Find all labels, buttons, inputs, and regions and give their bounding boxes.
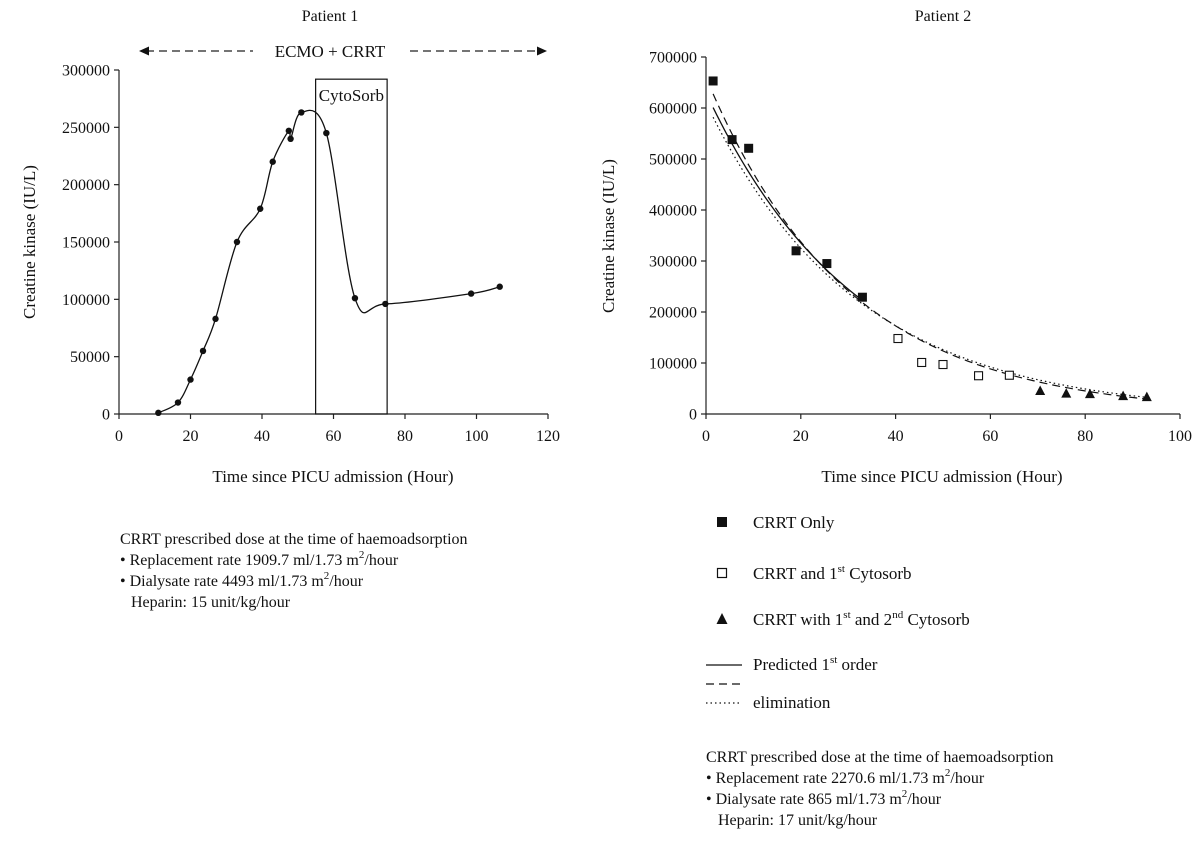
- chart1-y-label: Creatine kinase (IU/L): [20, 165, 39, 319]
- chart-patient-2: Patient 2 0 100000 200000 300000 400000 50000…: [599, 8, 1192, 829]
- chart1-notes: CRRT prescribed dose at the time of haem…: [120, 531, 468, 611]
- chart2-point-crrt-1st-cytosorb: [893, 333, 903, 344]
- chart1-span-label: ECMO + CRRT: [275, 42, 386, 61]
- chart1-data-point: [269, 158, 276, 165]
- chart2-fit-dashed-line: [712, 93, 1147, 400]
- chart2-fit-solid-line: [712, 107, 863, 301]
- chart1-x-tick-label: 40: [254, 428, 270, 445]
- chart1-data-point: [155, 409, 162, 417]
- chart2-point-crrt-1st-cytosorb: [1004, 370, 1014, 380]
- chart1-data-point: [187, 376, 194, 383]
- chart2-point-crrt-only: [822, 259, 832, 269]
- chart2-y-tick-label: 200000: [649, 305, 697, 322]
- chart2-notes: CRRT prescribed dose at the time of haem…: [706, 749, 1054, 829]
- chart1-data-point: [285, 127, 293, 134]
- chart1-data-point: [496, 283, 503, 290]
- chart1-axes: [118, 70, 548, 415]
- chart2-x-label: Time since PICU admission (Hour): [821, 467, 1062, 486]
- chart1-note-line3: Heparin: 15 unit/kg/hour: [131, 594, 291, 611]
- chart1-data-point: [212, 315, 219, 323]
- chart2-point-crrt-1st-2nd-cytosorb: [1141, 391, 1152, 402]
- chart2-x-tick-label: 100: [1168, 428, 1192, 445]
- chart2-y-tick-label: 400000: [649, 203, 697, 220]
- chart2-point-crrt-only: [708, 76, 718, 86]
- chart2-y-tick-label: 500000: [649, 152, 697, 169]
- chart2-x-tick-label: 40: [888, 428, 904, 445]
- chart2-point-crrt-only: [727, 135, 737, 145]
- legend-item-predicted-order: Predicted 1st order: [753, 654, 878, 674]
- chart1-span-right-arrow: [537, 46, 547, 56]
- chart2-note-line1: • Replacement rate 2270.6 ml/1.73 m2/hou…: [706, 767, 985, 787]
- chart1-note-line1: • Replacement rate 1909.7 ml/1.73 m2/hou…: [120, 549, 399, 569]
- chart1-data-point: [323, 129, 330, 137]
- chart2-y-tick-label: 700000: [649, 50, 697, 67]
- chart1-cytosorb-label: CytoSorb: [319, 86, 384, 105]
- chart1-note-heading: CRRT prescribed dose at the time of haem…: [120, 531, 468, 548]
- chart1-data-point: [287, 135, 294, 142]
- chart2-point-crrt-1st-cytosorb: [973, 371, 984, 381]
- chart1-y-tick-label: 300000: [62, 63, 110, 80]
- chart2-point-crrt-1st-2nd-cytosorb: [1118, 390, 1129, 401]
- chart1-y-tick-label: 200000: [62, 177, 110, 194]
- chart2-y-label: Creatine kinase (IU/L): [599, 159, 618, 313]
- chart1-y-tick-label: 0: [102, 407, 110, 424]
- chart2-y-tick-label: 100000: [649, 356, 697, 373]
- chart1-y-tick-label: 250000: [62, 120, 110, 137]
- chart1-data-point: [174, 399, 182, 406]
- chart1-x-tick-label: 120: [536, 428, 560, 445]
- chart2-legend: CRRT Only CRRT and 1st Cytosorb CRRT wit…: [706, 513, 970, 712]
- chart1-cytosorb-box: [315, 78, 388, 415]
- chart1-data-point: [233, 238, 241, 246]
- chart2-y-tick-label: 0: [689, 407, 697, 424]
- chart2-x-tick-label: 80: [1077, 428, 1093, 445]
- chart2-point-crrt-1st-2nd-cytosorb: [1035, 385, 1046, 396]
- chart1-data-point: [382, 300, 389, 308]
- chart1-data-point: [351, 294, 359, 302]
- chart1-x-tick-label: 60: [326, 428, 342, 445]
- legend-item-elimination: elimination: [753, 693, 831, 712]
- chart1-y-tick-label: 100000: [62, 292, 110, 309]
- chart2-point-crrt-1st-cytosorb: [917, 357, 927, 368]
- chart2-point-crrt-only: [791, 246, 801, 256]
- chart1-x-tick-label: 80: [397, 428, 413, 445]
- chart2-note-line3: Heparin: 17 unit/kg/hour: [718, 812, 878, 829]
- chart2-point-crrt-only: [744, 143, 754, 153]
- chart2-point-crrt-1st-2nd-cytosorb: [1084, 388, 1095, 399]
- chart1-x-tick-label: 0: [115, 428, 123, 445]
- legend-open-square-marker: [716, 567, 728, 579]
- legend-item-crrt-1st-2nd-cytosorb: CRRT with 1st and 2nd Cytosorb: [753, 609, 970, 629]
- chart1-title: Patient 1: [302, 8, 358, 25]
- legend-triangle-marker: [716, 613, 728, 624]
- chart1-y-tick-label: 50000: [70, 349, 110, 366]
- chart-patient-1: Patient 1 0 50000 100000 150000 200000 250000…: [20, 8, 560, 611]
- chart2-point-crrt-1st-cytosorb: [938, 359, 948, 370]
- chart1-series-line: [158, 109, 500, 414]
- chart1-note-line2: • Dialysate rate 4493 ml/1.73 m2/hour: [120, 570, 364, 590]
- chart2-axes: [705, 57, 1180, 415]
- legend-item-crrt-1st-cytosorb: CRRT and 1st Cytosorb: [753, 563, 912, 583]
- chart2-y-tick-label: 600000: [649, 101, 697, 118]
- chart1-x-label: Time since PICU admission (Hour): [212, 467, 453, 486]
- chart2-title: Patient 2: [915, 8, 971, 25]
- chart2-y-tick-label: 300000: [649, 254, 697, 271]
- chart2-fit-dotted-line: [712, 116, 1147, 398]
- legend-item-crrt-only: CRRT Only: [753, 513, 835, 532]
- chart2-note-heading: CRRT prescribed dose at the time of haem…: [706, 749, 1054, 766]
- chart1-data-point: [467, 290, 475, 297]
- chart1-data-point: [199, 347, 207, 355]
- chart1-data-point: [257, 205, 264, 212]
- chart2-x-tick-label: 60: [982, 428, 998, 445]
- chart2-point-crrt-only: [857, 292, 867, 302]
- chart1-y-tick-label: 150000: [62, 235, 110, 252]
- chart1-x-tick-label: 100: [465, 428, 489, 445]
- chart2-x-tick-label: 20: [793, 428, 809, 445]
- chart1-x-tick-label: 20: [183, 428, 199, 445]
- chart2-point-crrt-1st-2nd-cytosorb: [1061, 388, 1072, 398]
- chart1-data-point: [298, 109, 305, 116]
- chart1-span-left-arrow: [139, 46, 149, 56]
- chart2-note-line2: • Dialysate rate 865 ml/1.73 m2/hour: [706, 788, 942, 808]
- chart2-x-tick-label: 0: [702, 428, 710, 445]
- legend-filled-square-marker: [717, 517, 727, 527]
